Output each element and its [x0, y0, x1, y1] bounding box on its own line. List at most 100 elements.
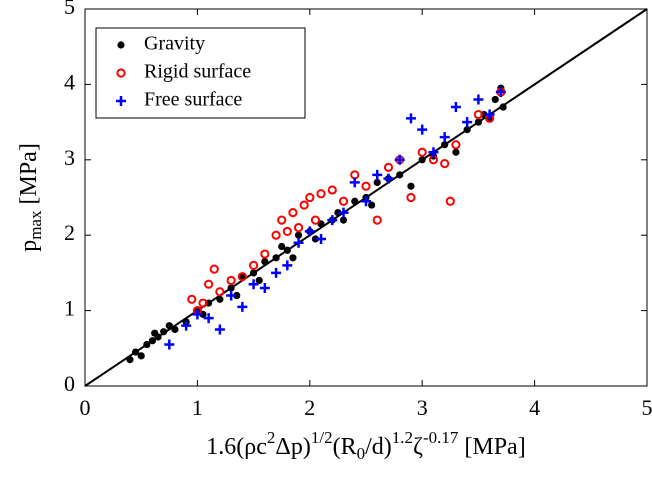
- point: [271, 230, 281, 240]
- point: [373, 178, 381, 187]
- point: [198, 298, 208, 308]
- y-tick-label: 2: [64, 220, 75, 245]
- point: [233, 291, 241, 300]
- legend-label: Rigid surface: [144, 61, 251, 83]
- point: [299, 200, 309, 210]
- x-tick-label: 1: [192, 395, 203, 420]
- point: [499, 103, 507, 111]
- label-part: /d): [365, 434, 392, 460]
- point: [237, 272, 247, 282]
- point: [473, 109, 483, 120]
- point: [417, 124, 428, 135]
- label-part: -0.17: [423, 428, 459, 447]
- x-label: 1.6(ρc2Δp)1/2(R0/d)1.2ζ-0.17 [MPa]: [206, 428, 525, 463]
- point: [165, 322, 173, 330]
- y-tick-label: 4: [64, 69, 75, 94]
- point: [204, 279, 214, 289]
- legend-marker: [117, 41, 125, 49]
- point: [293, 237, 304, 248]
- label-part: [MPa]: [16, 143, 42, 210]
- point: [473, 94, 484, 105]
- label-part: Δp): [275, 434, 310, 460]
- point: [451, 140, 461, 150]
- point: [428, 147, 439, 158]
- point: [160, 328, 168, 336]
- point: [249, 260, 259, 270]
- y-tick-label: 1: [64, 296, 75, 321]
- point: [462, 117, 473, 128]
- point: [203, 313, 214, 324]
- point: [311, 235, 320, 243]
- point: [237, 301, 248, 312]
- y-tick-label: 3: [64, 145, 75, 170]
- point: [227, 284, 235, 292]
- point: [216, 295, 224, 303]
- x-tick-label: 5: [642, 395, 652, 420]
- point: [316, 189, 326, 199]
- point: [271, 267, 282, 278]
- point: [368, 201, 376, 209]
- point: [372, 169, 383, 180]
- point: [350, 170, 360, 180]
- point: [440, 158, 450, 169]
- point: [474, 118, 482, 126]
- point: [294, 231, 303, 239]
- point: [126, 356, 134, 364]
- point: [310, 215, 321, 225]
- point: [417, 147, 427, 157]
- label-part: (R: [333, 434, 357, 460]
- label-part: ζ: [413, 434, 423, 460]
- point: [372, 215, 382, 225]
- label-part: 1.2: [392, 428, 413, 447]
- point: [255, 276, 263, 285]
- point: [278, 242, 286, 251]
- point: [305, 192, 315, 203]
- point: [327, 185, 337, 195]
- point: [226, 290, 237, 301]
- point: [383, 173, 394, 184]
- legend-label: Gravity: [144, 33, 205, 55]
- point: [361, 196, 371, 207]
- point: [192, 309, 203, 320]
- point: [351, 197, 359, 205]
- label-part: 1/2: [311, 428, 333, 447]
- point: [181, 320, 192, 331]
- legend-marker: [116, 68, 126, 78]
- point: [260, 249, 270, 259]
- point: [148, 337, 157, 345]
- y-tick-label: 0: [64, 371, 75, 396]
- point: [463, 126, 471, 134]
- point: [272, 254, 280, 262]
- label-part: 0: [357, 444, 366, 463]
- point: [137, 352, 145, 360]
- point: [248, 279, 259, 290]
- point: [238, 273, 246, 281]
- point: [339, 216, 348, 224]
- x-tick-label: 3: [417, 395, 428, 420]
- point: [484, 109, 495, 120]
- label-part: max: [26, 210, 45, 240]
- point: [277, 215, 287, 225]
- point: [405, 113, 416, 124]
- point: [495, 86, 506, 97]
- label-part: 1.6(ρc: [206, 434, 267, 460]
- point: [338, 207, 349, 218]
- legend-box: [95, 27, 306, 119]
- point: [304, 226, 315, 237]
- legend-label: Free surface: [144, 89, 242, 111]
- point: [282, 226, 292, 237]
- point: [396, 171, 404, 179]
- label-part: p: [16, 240, 42, 252]
- point: [187, 294, 197, 304]
- point: [338, 196, 349, 206]
- point: [316, 233, 327, 244]
- point: [293, 223, 304, 233]
- y-tick-label: 5: [64, 0, 75, 19]
- point: [450, 102, 461, 113]
- point: [452, 148, 460, 156]
- point: [215, 287, 225, 297]
- point: [327, 215, 338, 226]
- point: [418, 156, 426, 164]
- point: [154, 333, 162, 341]
